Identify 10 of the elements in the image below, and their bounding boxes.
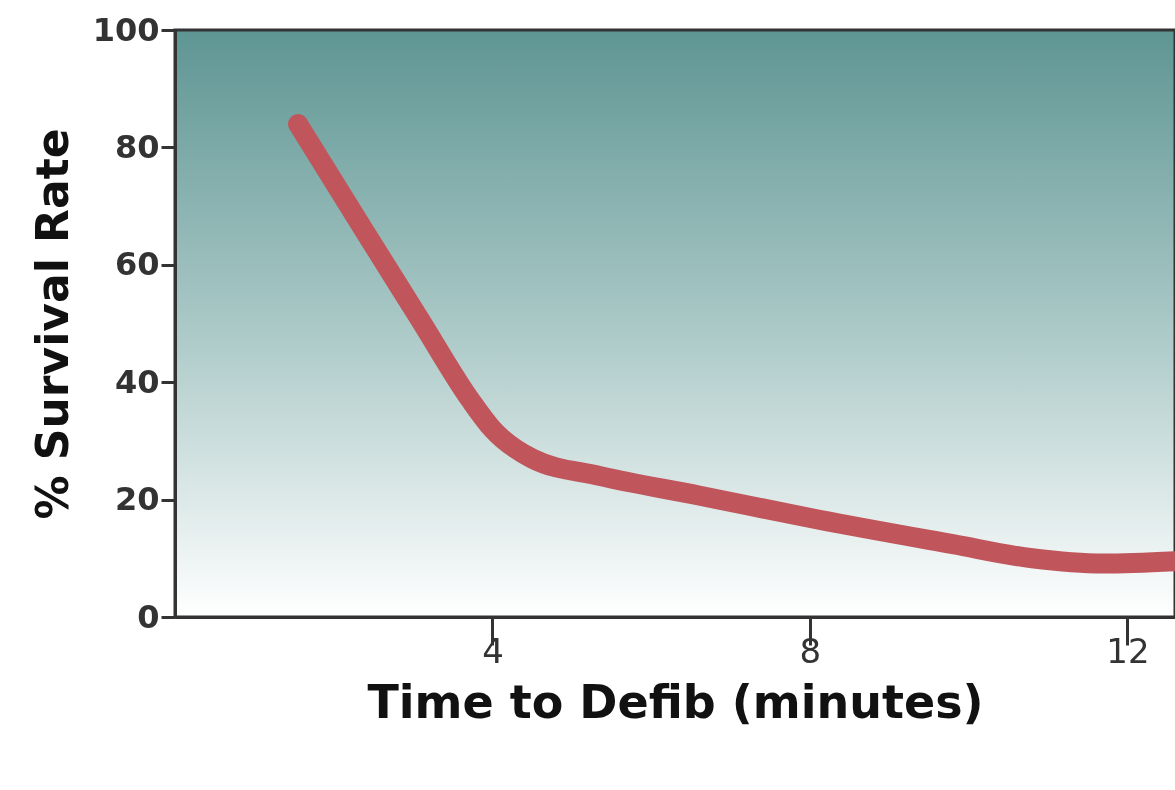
x-tick-label: 8: [799, 630, 822, 671]
x-axis-title: Time to Defib (minutes): [367, 674, 984, 729]
y-axis-title: % Survival Rate: [26, 128, 78, 520]
y-tick-label: 80: [114, 127, 160, 166]
y-tick-label: 40: [114, 362, 160, 401]
y-tick-label: 60: [114, 245, 160, 284]
x-tick-label: 12: [1106, 630, 1150, 671]
y-tick-label: 100: [92, 10, 160, 49]
y-tick-label: 20: [114, 480, 160, 519]
y-tick-label: 0: [137, 597, 160, 636]
